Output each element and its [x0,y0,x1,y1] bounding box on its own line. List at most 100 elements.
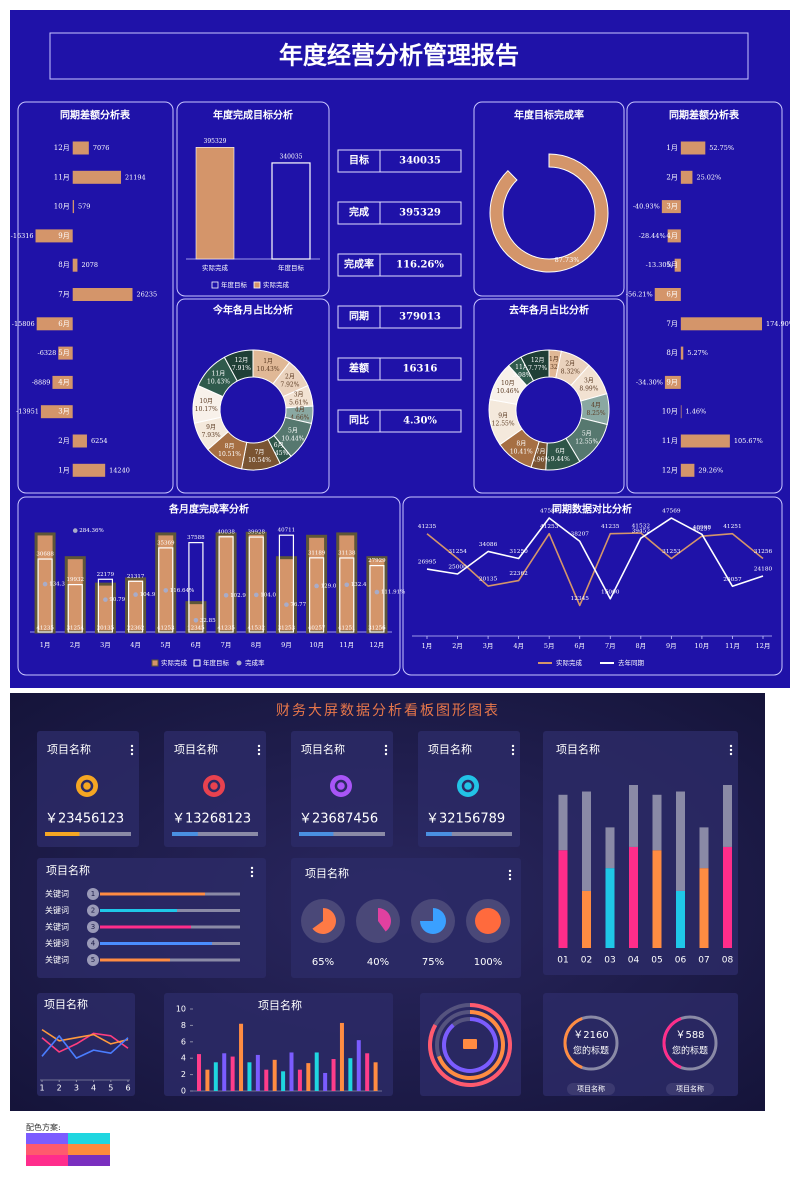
value-label: 22362 [127,626,145,632]
menu-icon [257,748,261,752]
kpi-label: 完成 [349,206,369,219]
bar-segment [652,794,662,851]
pill-button [666,1083,714,1095]
dashboard: 财务大屏数据分析看板图形图表 项目名称 ￥23456123 项目名称 ￥1326812… [10,693,765,1111]
panel-title: 年度目标完成率 [514,109,584,122]
panel [473,101,625,297]
bar-segment [558,850,568,948]
value-label: 5.27% [687,349,708,357]
menu-icon [250,870,254,874]
card [291,858,521,978]
bar-segment [676,791,685,891]
card [37,993,135,1096]
rank-badge [87,921,99,933]
x-tick-label: 8月 [635,642,646,650]
category-label: 10月 [54,203,70,211]
line-series [41,1032,129,1053]
value-label: 35369 [157,540,175,546]
bar [247,1062,252,1091]
value-label: -6328 [38,349,57,357]
value-label: 22179 [97,572,115,578]
bar [674,258,681,272]
x-tick-label: 1月 [422,642,433,650]
pie-label: 75% [422,957,444,968]
bar [264,1069,269,1091]
ring-arc [662,1017,682,1069]
bar [72,258,78,272]
value-label: 27929 [368,558,386,564]
card-value: ￥13268123 [172,812,251,827]
category-label: 8月 [58,261,69,269]
slice-label: 7月 [536,449,546,456]
bar-segment [676,890,685,948]
kpi-label: 差额 [349,362,369,375]
card-value: ￥32156789 [426,812,505,827]
bar-segment [629,846,638,948]
slice-value: 10.46% [496,388,519,395]
value-label: 29.26% [698,466,723,474]
category-label: 5月 [666,261,677,269]
bar-segment [699,827,709,869]
slice-label: 1月 [549,356,559,363]
y-tick-label: 2 [181,1070,186,1079]
bar [680,463,695,477]
card-title: 项目名称 [44,997,88,1011]
slice-label: 2月 [565,361,575,368]
slice-label: 12月 [531,357,545,364]
legend-swatch [193,659,201,667]
palette-swatch [68,1144,110,1155]
value-label: -40.93% [633,203,660,211]
rate-label: 284.36% [79,528,103,534]
card-value: ￥23456123 [45,812,124,827]
bar [255,1054,260,1091]
pill-button [567,1083,615,1095]
value-label: 41235 [601,524,620,530]
category-label: 6月 [58,320,69,328]
x-tick-label: 07 [698,956,709,966]
kpi-value: 4.30% [403,416,437,427]
category-label: 2月 [58,437,69,445]
bar [213,1062,218,1091]
palette-swatch [26,1155,68,1166]
kpi-value-box [379,201,462,225]
kpi-value-box [379,253,462,277]
x-tick-label: 01 [557,956,568,966]
legend-label: 年度目标 [221,280,248,289]
card [543,993,738,1096]
bar [281,1071,286,1091]
ring-value: ￥588 [675,1030,704,1041]
value-label: 40038 [217,529,235,535]
bar [680,141,706,155]
bar [35,229,73,243]
x-tick-label: 4月 [130,641,141,649]
category-label: 5月 [58,349,69,357]
slice-value: 5.61% [289,399,308,406]
value-label: -8889 [32,378,51,386]
slice-label: 3月 [584,378,594,385]
rate-dot [133,592,138,597]
bar [72,288,133,301]
legend-label: 实际完成 [161,658,188,667]
category-label: 11月 [54,173,70,181]
value-label: 20057 [723,577,742,583]
slice-value: 3.96% [531,457,550,464]
slice-value: 7.91% [232,365,251,372]
value-label: 31254 [67,626,85,632]
pie-label: 100% [474,957,503,968]
slice-value: 8.32% [561,369,580,376]
donut-slice [223,349,254,382]
y-tick-label: 0 [181,1087,186,1096]
rate-label: 102.99% [230,593,254,599]
bar-outline [308,557,325,633]
value-label: 41235 [217,626,235,632]
palette-swatch [68,1155,110,1166]
category-label: 12月 [54,144,70,152]
pie-backdrop [411,899,455,943]
bar [314,1052,319,1091]
bar [36,317,73,331]
value-label: 31254 [448,549,467,555]
palette-swatch [68,1133,110,1144]
value-label: -13.30% [646,261,673,269]
x-tick-label: 1月 [40,641,51,649]
